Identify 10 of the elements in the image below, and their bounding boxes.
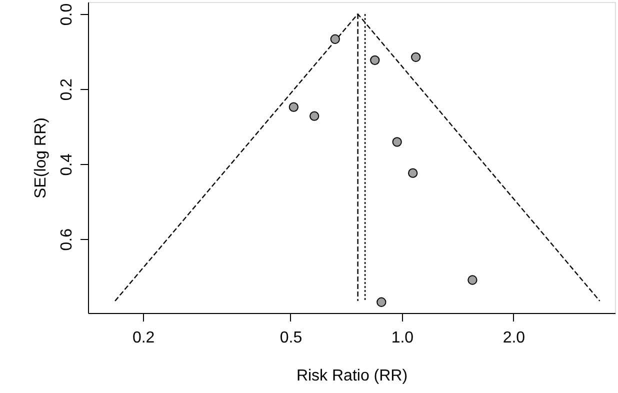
x-tick-label: 0.5: [280, 330, 302, 346]
y-tick-label: 0.4: [58, 153, 76, 176]
x-tick-label: 0.2: [132, 330, 155, 346]
y-tick-label: 0.0: [58, 3, 76, 26]
y-axis-title: SE(log RR): [32, 118, 50, 198]
y-tick-label: 0.6: [58, 228, 76, 251]
x-tick-label: 2.0: [502, 330, 526, 346]
y-tick-label: 0.2: [58, 78, 76, 101]
x-tick-label: 1.0: [391, 330, 414, 346]
x-axis-title: Risk Ratio (RR): [296, 368, 408, 384]
